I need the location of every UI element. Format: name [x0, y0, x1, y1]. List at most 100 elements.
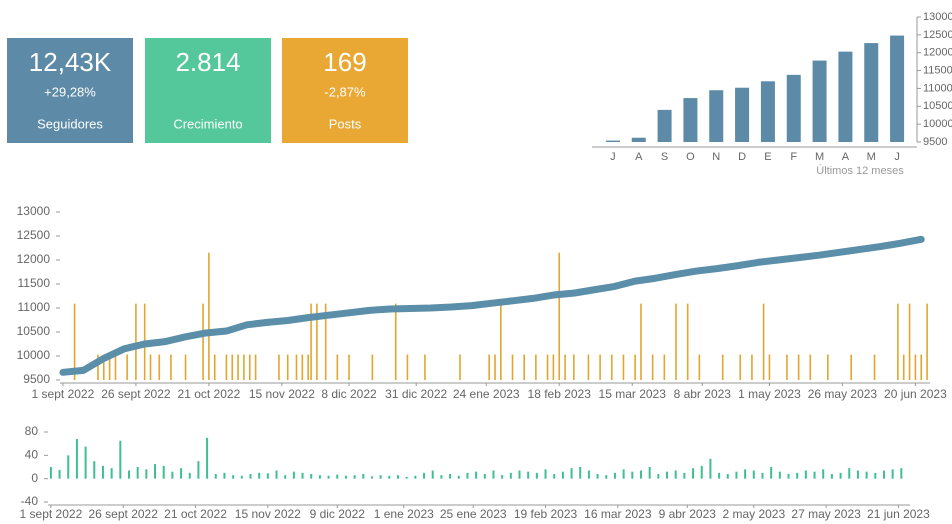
tile-bg [7, 38, 133, 143]
post-bar [902, 354, 905, 380]
post-bar [237, 354, 239, 380]
post-bar [108, 354, 111, 380]
post-bar [286, 354, 289, 380]
bar [864, 43, 879, 143]
x-tick-label: M [815, 151, 824, 163]
x-tick-label: 21 jun 2023 [867, 507, 930, 521]
growth-bar [362, 474, 365, 479]
growth-bar [891, 469, 894, 479]
growth-bar [752, 470, 755, 479]
growth-bar [388, 475, 391, 479]
tile-change: +29,28% [44, 84, 96, 99]
post-bar [184, 354, 187, 380]
growth-bar [770, 467, 773, 479]
post-bar [809, 354, 812, 380]
growth-bar [310, 474, 313, 479]
y-tick-label: 10500 [17, 324, 51, 338]
post-bar [254, 354, 257, 380]
post-bar [406, 354, 409, 380]
growth-bar [301, 472, 304, 479]
post-bar [301, 354, 304, 380]
growth-bar [353, 475, 356, 479]
x-tick-label: 9 dic 2022 [310, 507, 366, 521]
post-bar [170, 354, 172, 380]
post-bar [149, 354, 152, 380]
x-tick-label: E [764, 151, 771, 163]
growth-bar [874, 472, 877, 479]
post-bar [564, 354, 566, 380]
growth-bar [318, 475, 321, 479]
growth-bar [726, 474, 729, 479]
growth-bar [370, 476, 373, 479]
x-tick-label: O [686, 151, 695, 163]
growth-bar [501, 475, 504, 479]
post-bar [721, 354, 724, 380]
tile-label: Crecimiento [173, 116, 242, 131]
growth-bar [67, 455, 70, 479]
growth-bar [84, 446, 87, 479]
bar [605, 140, 620, 142]
post-bar [850, 354, 852, 380]
post-bar [97, 354, 99, 380]
post-bar [336, 354, 339, 380]
bar [683, 98, 698, 142]
growth-bar [266, 473, 269, 479]
post-bar [640, 303, 642, 380]
post-bar [914, 354, 917, 380]
post-bar [622, 354, 625, 380]
y-tick-label: 11000 [923, 82, 952, 94]
growth-bar [657, 474, 660, 479]
post-bar [394, 303, 397, 380]
growth-bar [718, 472, 721, 479]
post-bar [686, 303, 689, 380]
growth-bar [101, 465, 104, 479]
growth-bar [527, 471, 530, 479]
x-tick-label: 21 oct 2022 [164, 507, 227, 521]
growth-bar [822, 469, 825, 479]
y-tick-label: 12000 [923, 47, 952, 59]
post-bar [208, 252, 210, 380]
post-bar [126, 354, 128, 380]
post-bar [225, 354, 228, 380]
post-bar [371, 354, 374, 380]
x-tick-label: D [738, 151, 746, 163]
growth-bar [232, 475, 235, 479]
x-tick-label: 20 jun 2023 [884, 387, 947, 401]
growth-bar [744, 469, 747, 479]
tile-label: Seguidores [37, 116, 103, 131]
bar [890, 35, 905, 143]
x-tick-label: 2 may 2023 [722, 507, 785, 521]
growth-bar [119, 440, 122, 479]
x-tick-label: 26 sept 2022 [101, 387, 171, 401]
post-bar [663, 354, 666, 380]
x-tick-label: 1 sept 2022 [32, 387, 95, 401]
x-tick-label: A [635, 151, 643, 163]
x-tick-label: 31 dic 2022 [385, 387, 447, 401]
y-tick-label: -40 [21, 494, 39, 508]
growth-bar [648, 467, 651, 479]
post-bar [348, 354, 350, 380]
bar [786, 74, 801, 142]
y-tick-label: 10000 [17, 348, 51, 362]
growth-bar [397, 475, 400, 479]
x-tick-label: 25 ene 2023 [440, 507, 507, 521]
x-tick-label: F [790, 151, 797, 163]
x-tick-label: 1 sept 2022 [20, 507, 83, 521]
growth-bar [171, 471, 174, 479]
x-tick-label: 8 dic 2022 [321, 387, 377, 401]
kpi-tile: 2.814 Crecimiento [145, 38, 271, 143]
x-tick-label: 15 nov 2022 [235, 507, 301, 521]
post-bar [278, 354, 280, 380]
growth-bar [587, 470, 590, 479]
bar [631, 137, 646, 142]
growth-bar [93, 461, 96, 479]
x-tick-label: 1 ene 2023 [374, 507, 434, 521]
post-bar [424, 354, 426, 380]
x-tick-label: S [661, 151, 668, 163]
y-tick-label: 12500 [923, 29, 952, 41]
tile-label: Posts [329, 116, 362, 131]
bar [838, 51, 853, 143]
post-bar [202, 303, 204, 380]
growth-bar [327, 475, 330, 479]
